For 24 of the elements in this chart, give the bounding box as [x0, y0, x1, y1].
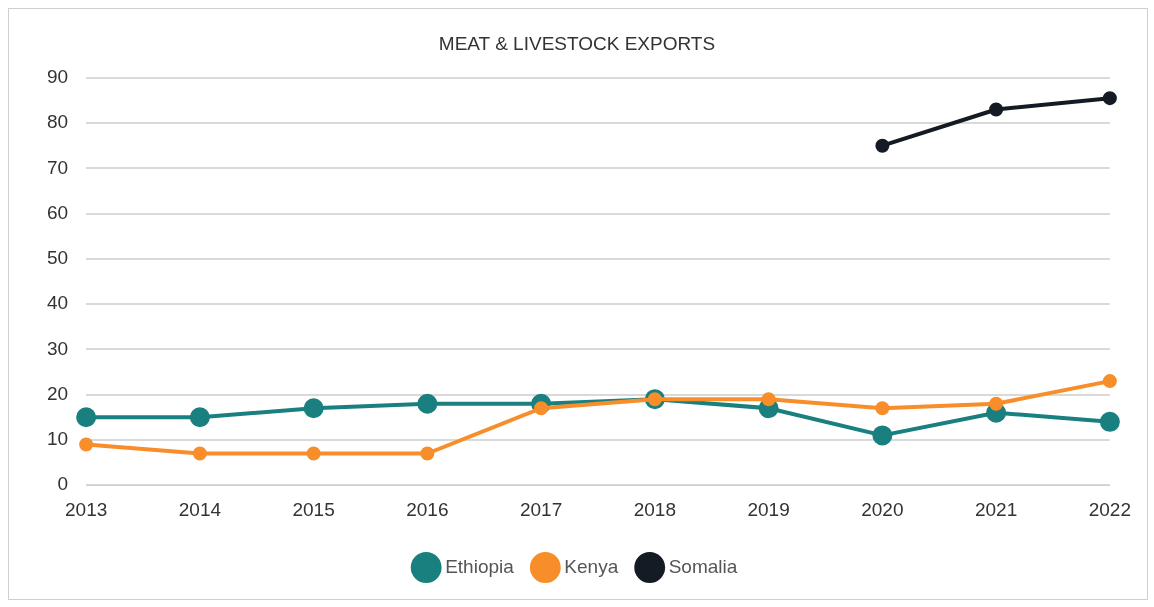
y-tick-label: 0 [57, 473, 69, 495]
y-tick-label: 80 [46, 111, 69, 133]
legend-label: Somalia [668, 555, 738, 577]
x-tick-label: 2022 [1088, 498, 1132, 520]
y-tick-label: 70 [46, 156, 69, 178]
chart-title: MEAT & LIVESTOCK EXPORTS [438, 32, 716, 54]
y-tick-label: 40 [46, 292, 69, 314]
x-tick-label: 2013 [64, 498, 108, 520]
x-tick-label: 2021 [974, 498, 1018, 520]
legend-label: Ethiopia [445, 555, 515, 577]
x-tick-label: 2015 [292, 498, 335, 520]
y-tick-label: 50 [46, 247, 69, 269]
x-tick-label: 2019 [747, 498, 790, 520]
x-tick-label: 2016 [406, 498, 449, 520]
x-tick-label: 2014 [178, 498, 222, 520]
y-tick-label: 20 [46, 382, 69, 404]
x-tick-label: 2017 [519, 498, 563, 520]
legend-label: Kenya [564, 555, 619, 577]
y-tick-label: 10 [46, 428, 69, 450]
x-tick-label: 2020 [861, 498, 904, 520]
y-tick-label: 30 [46, 337, 69, 359]
y-tick-label: 60 [46, 201, 69, 223]
y-tick-label: 90 [46, 66, 69, 88]
x-tick-label: 2018 [633, 498, 677, 520]
